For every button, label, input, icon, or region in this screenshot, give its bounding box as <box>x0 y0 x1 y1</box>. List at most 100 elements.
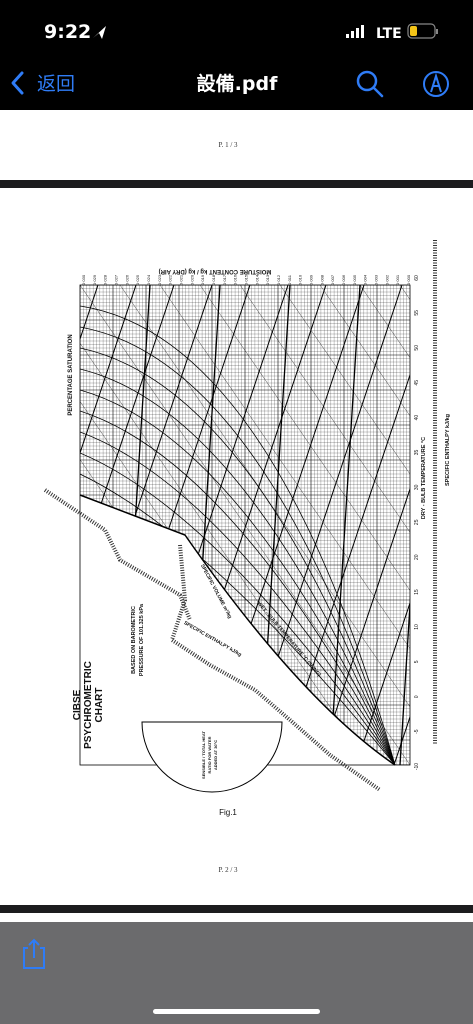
moisture-tick: 0·019 <box>200 274 205 285</box>
enthalpy-scale-upper <box>43 488 192 621</box>
dry-bulb-tick: 0 <box>414 695 420 698</box>
pressure-note: PRESSURE OF 101.325 kPa <box>139 603 145 676</box>
page-label: P. 2 / 3 <box>218 866 238 874</box>
home-indicator <box>153 1009 320 1014</box>
enthalpy-line <box>80 285 331 765</box>
saturation-line <box>80 431 396 765</box>
page-separator <box>0 180 473 188</box>
enthalpy-line <box>159 285 410 765</box>
dry-bulb-label: DRY - BULB TEMPERATURE °C <box>421 437 427 519</box>
moisture-tick: 0·014 <box>254 274 259 285</box>
dry-bulb-tick: 5 <box>414 660 420 663</box>
enthalpy-line <box>199 285 410 765</box>
enthalpy-line <box>119 285 410 765</box>
enthalpy-line <box>319 285 410 765</box>
back-button[interactable]: 返回 <box>37 73 75 95</box>
dry-bulb-tick: 40 <box>414 415 420 421</box>
saturation-curve <box>79 494 396 766</box>
enthalpy-line <box>239 285 410 765</box>
moisture-label: MOISTURE CONTENT kg / kg (DRY AIR) <box>159 268 272 274</box>
chart-title: CHART <box>94 688 105 723</box>
ratio-note: RATIO FOR WATER <box>207 736 212 773</box>
ratio-note: ADDED AT 30°C <box>213 740 218 770</box>
markup-icon[interactable] <box>423 71 449 97</box>
saturation-line <box>80 410 396 765</box>
top-bar <box>0 0 473 110</box>
wetbulb-line <box>355 285 410 765</box>
signal-icon <box>346 25 364 38</box>
dry-bulb-tick: 15 <box>414 589 420 595</box>
moisture-tick: 0·029 <box>92 274 97 285</box>
figure-caption: Fig.1 <box>219 808 237 817</box>
battery <box>407 23 436 39</box>
dry-bulb-tick: 25 <box>414 519 420 525</box>
moisture-tick: 0·028 <box>103 274 108 285</box>
volume-line <box>329 285 361 765</box>
moisture-tick: 0·016 <box>233 274 238 285</box>
saturation-line <box>80 389 396 765</box>
dry-bulb-tick: 45 <box>414 380 420 386</box>
moisture-tick: 0·000 <box>406 274 411 285</box>
moisture-tick: 0·010 <box>298 274 303 285</box>
saturation-line <box>80 305 396 765</box>
enthalpy-line <box>279 285 410 765</box>
moisture-tick: 0·008 <box>319 274 324 285</box>
saturation-line <box>80 326 396 765</box>
battery-tip <box>436 29 438 34</box>
wetbulb-line <box>89 285 251 765</box>
saturation-line <box>80 473 396 765</box>
wetbulb-line <box>0 285 60 765</box>
volume-label: SPECIFIC VOLUME m³/kg <box>199 563 233 619</box>
page-label: P. 1 / 3 <box>218 141 238 149</box>
location-icon <box>93 26 106 39</box>
battery-level <box>410 26 417 36</box>
wetbulb-line <box>127 285 289 765</box>
moisture-tick: 0·002 <box>384 274 389 285</box>
moisture-tick: 0·022 <box>168 274 173 285</box>
clock: 9:22 <box>44 21 91 43</box>
moisture-tick: 0·007 <box>330 274 335 285</box>
enthalpy-line <box>80 285 251 765</box>
saturation-line <box>80 368 396 765</box>
moisture-tick: 0·009 <box>309 274 314 285</box>
chart-title: CIBSE <box>72 689 83 720</box>
enthalpy-label: SPECIFIC ENTHALPY kJ/kg <box>445 414 451 486</box>
chart-title: PSYCHROMETRIC <box>83 661 94 749</box>
moisture-tick: 0·003 <box>374 274 379 285</box>
wetbulb-line <box>80 285 137 765</box>
saturation-label: PERCENTAGE SATURATION <box>68 334 74 415</box>
ratio-protractor <box>141 721 283 793</box>
dry-bulb-tick: 55 <box>414 310 420 316</box>
saturation-line <box>80 452 396 765</box>
wetbulb-line <box>241 285 403 765</box>
pressure-note: BASED ON BAROMETRIC <box>131 606 137 674</box>
moisture-tick: 0·021 <box>179 274 184 285</box>
moisture-tick: 0·012 <box>276 274 281 285</box>
moisture-tick: 0·005 <box>352 274 357 285</box>
dry-bulb-tick: 10 <box>414 624 420 630</box>
dry-bulb-tick: 60 <box>414 275 420 281</box>
search-icon[interactable] <box>356 70 384 98</box>
volume-line <box>399 285 410 765</box>
bottom-toolbar <box>0 922 473 1024</box>
dry-bulb-tick: 35 <box>414 450 420 456</box>
moisture-tick: 0·017 <box>222 274 227 285</box>
moisture-tick: 0·023 <box>157 274 162 285</box>
dry-bulb-tick: 50 <box>414 345 420 351</box>
moisture-tick: 0·011 <box>287 274 292 285</box>
network: LTE <box>376 26 402 42</box>
volume-line <box>119 285 151 765</box>
document-title: 設備.pdf <box>197 72 278 95</box>
back-icon[interactable] <box>11 71 24 95</box>
moisture-tick: 0·015 <box>244 274 249 285</box>
moisture-tick: 0·004 <box>363 274 368 285</box>
moisture-tick: 0·020 <box>189 274 194 285</box>
dry-bulb-tick: 30 <box>414 484 420 490</box>
volume-line <box>189 285 221 765</box>
moisture-tick: 0·006 <box>341 274 346 285</box>
moisture-tick: 0·026 <box>124 274 129 285</box>
wetbulb-line <box>279 285 410 765</box>
saturation-line <box>80 347 396 765</box>
share-button[interactable] <box>23 938 45 969</box>
